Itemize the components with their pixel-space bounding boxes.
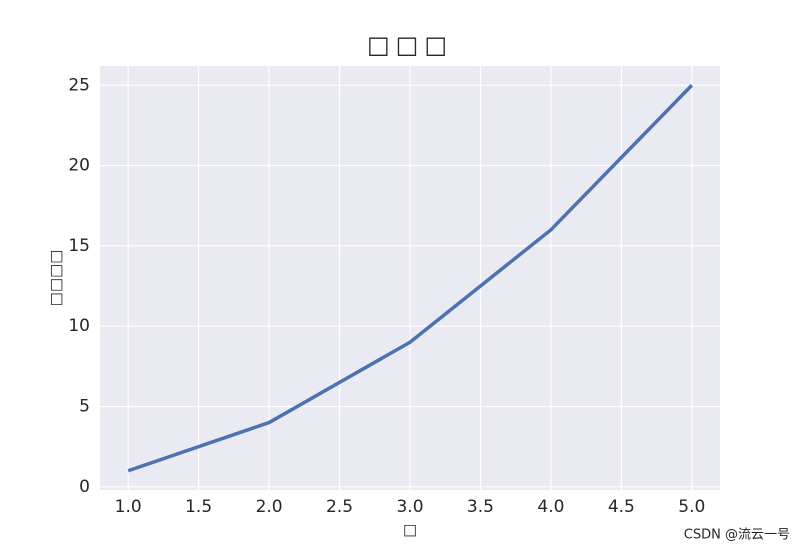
x-tick-label: 1.0 xyxy=(115,497,142,517)
y-tick-label: 10 xyxy=(68,316,90,336)
x-tick-label: 1.5 xyxy=(185,497,212,517)
y-axis-label: □□□□ xyxy=(47,250,65,307)
line xyxy=(127,84,694,473)
x-tick-label: 5.0 xyxy=(678,497,705,517)
watermark: CSDN @流云一号 xyxy=(684,528,790,543)
x-tick-label: 3.0 xyxy=(396,497,423,517)
y-tick-label: 15 xyxy=(68,236,90,256)
y-tick-label: 0 xyxy=(79,477,90,497)
x-tick-label: 3.5 xyxy=(467,497,494,517)
y-tick-label: 25 xyxy=(68,75,90,95)
y-tick-label: 5 xyxy=(79,396,90,416)
y-tick-label: 20 xyxy=(68,156,90,176)
x-tick-label: 4.5 xyxy=(608,497,635,517)
chart-title: □□□ xyxy=(367,31,453,59)
x-axis-label: □ xyxy=(403,521,417,539)
x-tick-label: 4.0 xyxy=(537,497,564,517)
x-tick-label: 2.5 xyxy=(326,497,353,517)
x-tick-label: 2.0 xyxy=(256,497,283,517)
